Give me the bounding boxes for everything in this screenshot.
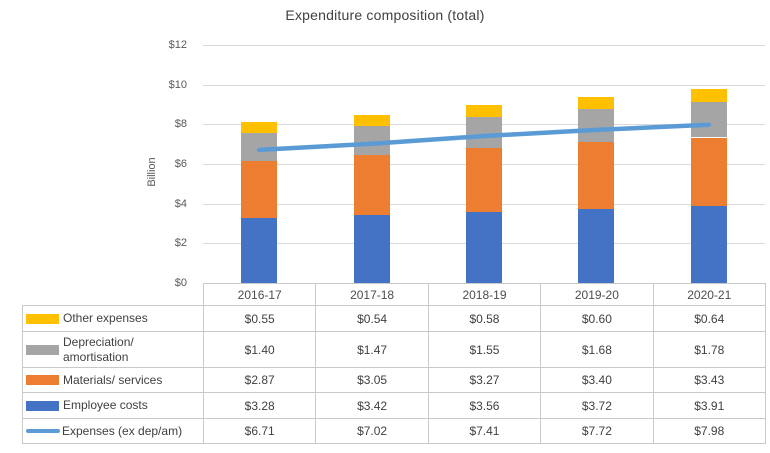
- value-cell-depreciation-amortisation-2016-17: $1.40: [202, 331, 317, 368]
- bar-segment-materials-services-2016-17: [241, 161, 278, 218]
- bar-segment-employee-costs-2019-20: [578, 209, 615, 283]
- bar-segment-other-expenses-2020-21: [690, 89, 727, 103]
- value-cell-employee-costs-2020-21: $3.91: [652, 392, 766, 419]
- legend-cell-expenses-ex-dep-am: Expenses (ex dep/am): [22, 418, 204, 444]
- legend-swatch-materials-services-icon: [26, 375, 59, 386]
- legend-cell-depreciation-amortisation: Depreciation/ amortisation: [22, 331, 204, 368]
- category-header-row: 2016-17 2017-18 2018-19 2019-20 2020-21: [23, 283, 766, 306]
- value-cell-materials-services-2019-20: $3.40: [540, 367, 654, 393]
- legend-swatch-other-expenses-icon: [26, 313, 59, 324]
- category-label-2018-19: 2018-19: [427, 283, 542, 306]
- value-cell-expenses-ex-dep-am-2017-18: $7.02: [315, 418, 429, 444]
- value-cell-depreciation-amortisation-2020-21: $1.78: [652, 331, 766, 368]
- chart-data-table: 2016-17 2017-18 2018-19 2019-20 2020-21 Othe…: [22, 283, 766, 444]
- value-cell-materials-services-2016-17: $2.87: [202, 367, 317, 393]
- bar-segment-employee-costs-2018-19: [466, 212, 502, 283]
- value-cell-expenses-ex-dep-am-2019-20: $7.72: [540, 418, 654, 444]
- y-tick-label-0: $0: [174, 277, 187, 289]
- bar-segment-materials-services-2019-20: [578, 141, 615, 210]
- legend-swatch-employee-costs-icon: [26, 400, 59, 411]
- legend-cell-employee-costs: Employee costs: [22, 392, 204, 419]
- value-cell-other-expenses-2019-20: $0.60: [540, 305, 654, 332]
- value-cell-materials-services-2020-21: $3.43: [652, 367, 766, 393]
- y-tick-label-4: $4: [174, 197, 187, 210]
- value-cell-other-expenses-2017-18: $0.54: [315, 305, 429, 332]
- legend-label: Employee costs: [63, 398, 148, 413]
- value-cell-employee-costs-2019-20: $3.72: [540, 392, 654, 419]
- value-cell-materials-services-2017-18: $3.05: [315, 367, 429, 393]
- category-label-2020-21: 2020-21: [652, 283, 766, 306]
- value-cell-other-expenses-2016-17: $0.55: [202, 305, 317, 332]
- table-row-other-expenses: Other expenses $0.55 $0.54 $0.58 $0.60 $0.64: [22, 305, 766, 332]
- value-cell-expenses-ex-dep-am-2016-17: $6.71: [202, 418, 317, 444]
- legend-label: Other expenses: [63, 311, 148, 326]
- bar-segment-other-expenses-2018-19: [466, 105, 502, 117]
- value-cell-depreciation-amortisation-2019-20: $1.68: [540, 331, 654, 368]
- table-row-materials-services: Materials/ services $2.87 $3.05 $3.27 $3.40 $…: [22, 367, 766, 393]
- bar-segment-employee-costs-2017-18: [353, 215, 390, 283]
- legend-cell-materials-services: Materials/ services: [22, 367, 204, 393]
- bar-segment-employee-costs-2016-17: [241, 217, 278, 283]
- bar-segment-depreciation-amortisation-2020-21: [690, 102, 727, 138]
- table-row-expenses-ex-dep-am: Expenses (ex dep/am) $6.71 $7.02 $7.41 $7.72…: [22, 418, 766, 444]
- bar-segment-other-expenses-2017-18: [353, 114, 390, 126]
- legend-cell-other-expenses: Other expenses: [22, 305, 204, 332]
- value-cell-depreciation-amortisation-2017-18: $1.47: [315, 331, 429, 368]
- bar-segment-materials-services-2020-21: [690, 137, 727, 206]
- bar-segment-depreciation-amortisation-2018-19: [466, 116, 502, 148]
- chart-title: Expenditure composition (total): [285, 7, 485, 23]
- legend-swatch-depreciation-amortisation-icon: [26, 344, 59, 355]
- bar-segment-depreciation-amortisation-2017-18: [353, 125, 390, 155]
- value-cell-employee-costs-2016-17: $3.28: [202, 392, 317, 419]
- gridline-12: [203, 45, 765, 46]
- category-label-2016-17: 2016-17: [202, 283, 317, 306]
- bar-segment-other-expenses-2016-17: [241, 122, 278, 134]
- table-corner-cell: [23, 284, 204, 306]
- y-tick-label-2: $2: [174, 237, 187, 250]
- value-cell-expenses-ex-dep-am-2020-21: $7.98: [652, 418, 766, 444]
- y-tick-label-6: $6: [174, 158, 187, 170]
- y-tick-label-10: $10: [168, 78, 187, 91]
- bar-segment-materials-services-2018-19: [466, 147, 502, 213]
- expenses-line-overlay: [256, 122, 712, 153]
- bar-segment-employee-costs-2020-21: [690, 205, 727, 283]
- table-row-depreciation-amortisation: Depreciation/ amortisation $1.40 $1.47 $1.5…: [22, 331, 766, 368]
- value-cell-employee-costs-2017-18: $3.42: [315, 392, 429, 419]
- category-label-2017-18: 2017-18: [315, 283, 429, 306]
- legend-label: Depreciation/ amortisation: [63, 334, 134, 364]
- gridline-10: [203, 84, 765, 86]
- value-cell-employee-costs-2018-19: $3.56: [427, 392, 542, 419]
- y-tick-label-8: $8: [174, 118, 187, 131]
- value-cell-other-expenses-2020-21: $0.64: [652, 305, 766, 332]
- table-row-employee-costs: Employee costs $3.28 $3.42 $3.56 $3.72 $3.91: [22, 392, 766, 419]
- bar-segment-materials-services-2017-18: [353, 154, 390, 216]
- value-cell-depreciation-amortisation-2018-19: $1.55: [427, 331, 542, 368]
- bar-segment-other-expenses-2019-20: [578, 96, 615, 109]
- value-cell-materials-services-2018-19: $3.27: [427, 367, 542, 393]
- value-cell-other-expenses-2018-19: $0.58: [427, 305, 542, 332]
- bar-segment-depreciation-amortisation-2019-20: [578, 108, 615, 142]
- expenses-line-series: [256, 122, 712, 153]
- y-tick-label-12: $12: [168, 39, 187, 51]
- plot-area: [203, 45, 765, 283]
- value-cell-expenses-ex-dep-am-2018-19: $7.41: [427, 418, 542, 444]
- legend-label: Expenses (ex dep/am): [62, 423, 183, 438]
- legend-swatch-expenses-ex-dep-am-line-icon: [26, 428, 60, 434]
- category-label-2019-20: 2019-20: [540, 283, 654, 306]
- legend-label: Materials/ services: [63, 372, 163, 387]
